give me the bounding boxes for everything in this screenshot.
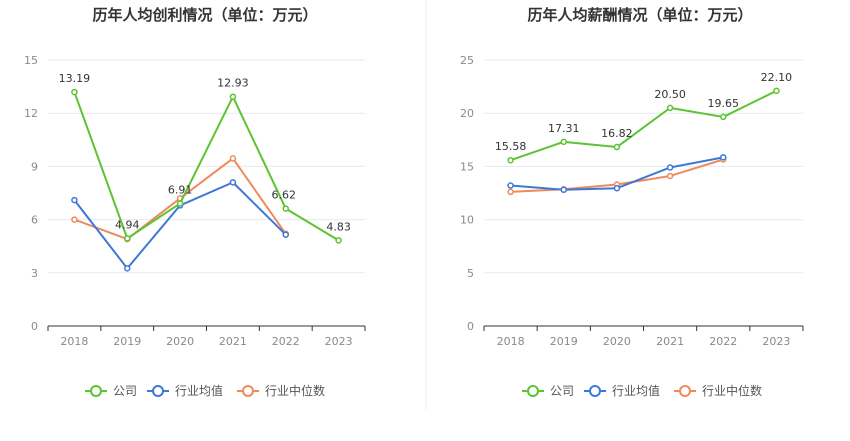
legend-swatch-marker — [90, 385, 102, 397]
series-point — [71, 88, 78, 96]
y-tick-label: 15 — [24, 54, 38, 67]
data-label: 6.62 — [272, 189, 297, 202]
x-tick-label: 2022 — [272, 335, 300, 348]
legend-item-2: 行业均值 — [147, 383, 223, 398]
series-line-1 — [73, 91, 340, 242]
data-label: 6.91 — [168, 183, 193, 196]
legend-label: 行业均值 — [175, 383, 223, 398]
series-point — [229, 179, 237, 186]
x-tick-label: 2023 — [325, 335, 353, 348]
series-point — [613, 143, 621, 151]
legend-item-3: 行业中位数 — [237, 383, 325, 398]
series-point — [229, 155, 237, 162]
legend-label: 公司 — [113, 384, 137, 398]
x-tick-label: 2021 — [656, 335, 684, 348]
series-point — [773, 87, 780, 95]
x-tick-label: 2020 — [603, 335, 631, 348]
legend-item-2: 行业均值 — [584, 383, 660, 398]
x-tick-label: 2018 — [497, 335, 525, 348]
series-point — [282, 205, 289, 212]
y-tick-label: 3 — [31, 267, 38, 280]
x-tick-label: 2022 — [709, 335, 737, 348]
x-tick-label: 2019 — [550, 335, 578, 348]
data-label: 4.94 — [115, 218, 140, 231]
data-label: 4.83 — [326, 220, 351, 233]
data-label: 22.10 — [761, 71, 793, 84]
legend-item-1: 公司 — [85, 384, 137, 398]
y-tick-label: 6 — [31, 214, 38, 227]
data-label: 12.93 — [217, 77, 249, 90]
series-point — [507, 182, 514, 189]
x-tick-label: 2020 — [166, 335, 194, 348]
series-point — [666, 104, 674, 112]
y-tick-label: 10 — [460, 214, 474, 227]
legend-label: 行业中位数 — [265, 383, 325, 398]
legend-label: 行业中位数 — [702, 383, 762, 398]
series-point — [720, 154, 727, 161]
legend-item-1: 公司 — [522, 384, 574, 398]
legend-item-3: 行业中位数 — [674, 383, 762, 398]
y-tick-label: 25 — [460, 54, 474, 67]
series-point — [176, 200, 184, 207]
series-point — [507, 156, 514, 164]
y-tick-label: 15 — [460, 160, 474, 173]
x-tick-label: 2021 — [219, 335, 247, 348]
chart-panel-1: 历年人均创利情况（单位：万元） 0 3 6 9 12 15 2018 2019 2020 2021 2… — [24, 6, 366, 398]
legend-swatch-marker — [589, 385, 601, 397]
y-tick-label: 12 — [24, 107, 38, 120]
chart-title: 历年人均薪酬情况（单位：万元） — [527, 6, 752, 24]
series-point — [229, 93, 237, 100]
y-tick-label: 9 — [31, 160, 38, 173]
series-point — [335, 237, 342, 244]
legend-swatch-marker — [679, 385, 691, 397]
legend-label: 公司 — [550, 384, 574, 398]
series-point — [666, 172, 674, 180]
series-line-1 — [510, 89, 777, 162]
series-point — [613, 184, 621, 192]
data-label: 13.19 — [59, 72, 91, 85]
y-tick-label: 20 — [460, 107, 474, 120]
data-label: 19.65 — [708, 97, 740, 110]
x-tick-label: 2019 — [113, 335, 141, 348]
legend-swatch-marker — [242, 385, 254, 397]
y-tick-label: 0 — [31, 320, 38, 333]
chart-panel-2: 历年人均薪酬情况（单位：万元） 0 5 10 15 20 25 2018 2019 2020 202… — [460, 6, 804, 398]
series-point — [666, 164, 674, 171]
legend-swatch-marker — [527, 385, 539, 397]
series-point — [71, 216, 78, 223]
x-tick-label: 2018 — [60, 335, 88, 348]
series-point — [124, 235, 131, 242]
y-tick-label: 0 — [467, 320, 474, 333]
series-point — [720, 113, 727, 121]
legend-swatch-marker — [152, 385, 164, 397]
data-label: 20.50 — [654, 88, 686, 101]
series-point — [71, 196, 78, 204]
series-point — [560, 138, 567, 146]
x-tick-label: 2023 — [762, 335, 790, 348]
series-point — [507, 188, 514, 196]
chart-title: 历年人均创利情况（单位：万元） — [92, 6, 317, 24]
data-label: 17.31 — [548, 122, 580, 135]
series-point — [560, 186, 567, 194]
series-point — [124, 265, 131, 272]
y-tick-label: 5 — [467, 267, 474, 280]
data-label: 16.82 — [601, 127, 633, 140]
legend-label: 行业均值 — [612, 383, 660, 398]
series-point — [282, 231, 289, 238]
data-label: 15.58 — [495, 140, 527, 153]
